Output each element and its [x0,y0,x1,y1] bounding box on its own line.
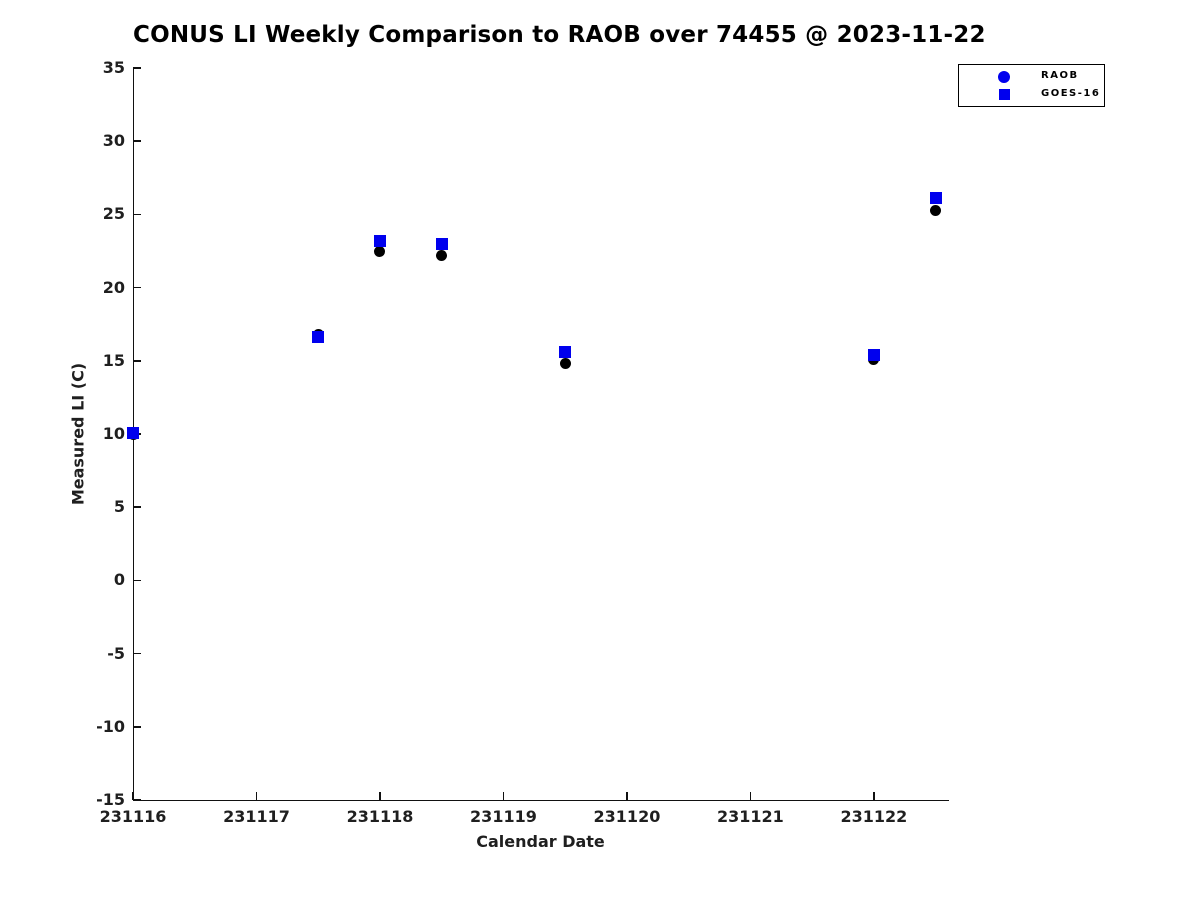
y-tick-label: 5 [113,497,125,517]
legend-entry-raob: RAOB [959,68,1104,85]
x-tick-mark [502,792,505,800]
data-point-goes16 [127,426,139,439]
y-tick-label: 10 [102,424,125,443]
y-tick-label: -5 [107,643,125,663]
chart-title: CONUS LI Weekly Comparison to RAOB over … [133,22,986,48]
y-tick-mark [133,140,141,142]
data-point-goes16 [435,237,448,250]
circle-marker-icon [998,71,1010,83]
y-tick-mark [133,286,141,289]
data-point-raob [559,358,571,370]
x-tick-mark [379,792,381,800]
y-tick-mark [133,360,141,362]
plot-area [133,68,949,801]
data-point-goes16 [867,348,880,361]
legend-label: GOES-16 [1041,88,1101,99]
y-tick-label: 20 [102,277,125,297]
x-tick-label: 231118 [346,807,414,826]
x-tick-mark [132,792,134,800]
data-point-goes16 [559,346,572,359]
y-tick-mark [133,213,141,216]
x-tick-label: 231121 [717,807,784,826]
x-tick-label: 231117 [223,807,290,826]
square-marker-icon [999,89,1010,100]
x-tick-label: 231119 [470,807,537,826]
x-tick-label: 231116 [99,807,167,826]
data-point-raob [374,245,386,257]
legend-label: RAOB [1041,70,1079,81]
legend-entry-goes16: GOES-16 [959,86,1104,103]
y-tick-label: 0 [113,570,125,590]
y-tick-label: 35 [102,58,125,77]
y-tick-label: 15 [102,350,125,370]
y-tick-label: 25 [102,204,125,224]
data-point-goes16 [929,192,942,205]
x-tick-mark [873,792,875,800]
y-tick-label: 30 [102,131,125,151]
x-tick-label: 231120 [593,807,661,826]
y-tick-mark [133,652,141,655]
x-tick-mark [255,792,258,800]
y-tick-mark [133,67,141,69]
x-tick-mark [749,792,752,800]
y-tick-mark [133,726,141,728]
y-tick-mark [133,799,141,801]
data-point-goes16 [312,330,325,343]
data-point-goes16 [373,234,386,247]
legend: RAOB GOES-16 [958,64,1105,107]
x-tick-label: 231122 [840,807,908,826]
y-tick-label: -15 [96,790,125,809]
x-axis-label: Calendar Date [476,832,605,851]
y-tick-label: -10 [96,716,125,736]
x-tick-mark [626,792,628,800]
data-point-raob [930,204,942,216]
y-tick-mark [133,579,141,582]
data-point-raob [436,249,448,261]
y-tick-mark [133,506,141,508]
